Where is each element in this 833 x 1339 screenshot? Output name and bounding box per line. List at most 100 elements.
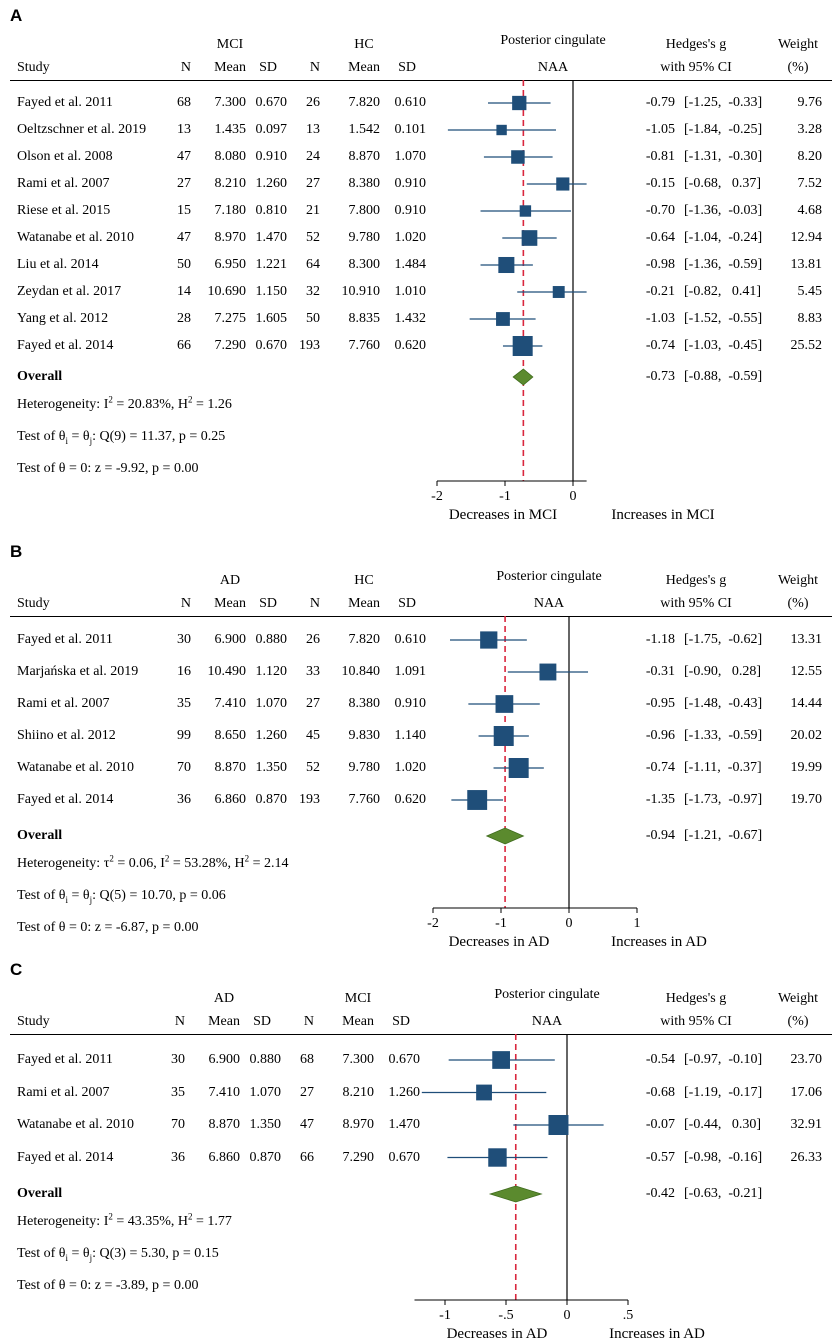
superscript: 2 (244, 853, 250, 864)
mean2-column-header: Mean (348, 60, 380, 75)
study-name: Watanabe et al. 2010 (17, 1117, 135, 1132)
mean2-value: 8.380 (348, 696, 381, 711)
axis-left-label: Decreases in AD (449, 934, 550, 950)
n1-value: 13 (177, 122, 191, 137)
hedges-g-value: -1.35 (645, 792, 675, 807)
axis-right-label: Increases in MCI (611, 507, 714, 523)
sd2-value: 1.091 (394, 664, 427, 679)
study-effect-marker (512, 95, 527, 111)
overall-effect-test: Test of θ = 0: z = -3.89, p = 0.00 (17, 1278, 199, 1293)
hedges-g-value: -0.57 (645, 1149, 675, 1165)
weight-value: 13.81 (790, 257, 823, 272)
metabolite-header: NAA (533, 596, 565, 611)
n2-value: 26 (306, 95, 320, 110)
hedges-g-value: -0.81 (645, 149, 675, 164)
weight-value: 13.31 (790, 632, 823, 647)
overall-confidence-interval: [-0.63, -0.21] (684, 1186, 763, 1201)
n1-value: 15 (177, 203, 191, 218)
test-part: = θ (68, 888, 90, 903)
mean1-column-header: Mean (208, 1014, 240, 1029)
group2-header: MCI (344, 991, 372, 1006)
subscript: i (65, 894, 69, 905)
confidence-interval: [-1.36, -0.03] (684, 203, 763, 218)
sd2-value: 1.140 (394, 728, 427, 743)
n2-column-header: N (309, 596, 320, 611)
sd1-value: 1.070 (249, 1084, 282, 1100)
hedges-g-value: -0.15 (645, 176, 675, 191)
n2-value: 32 (306, 284, 320, 299)
confidence-interval: [-1.84, -0.25] (684, 122, 763, 137)
sd1-value: 0.670 (255, 338, 288, 353)
study-name: Fayed et al. 2011 (17, 632, 113, 647)
overall-g-value: -0.42 (645, 1186, 675, 1201)
overall-effect-test: Test of θ = 0: z = -9.92, p = 0.00 (17, 461, 199, 476)
n1-value: 14 (177, 284, 191, 299)
mean1-value: 7.275 (214, 311, 247, 326)
sd2-value: 0.670 (388, 1149, 421, 1165)
subscript: j (89, 894, 93, 905)
mean2-value: 8.870 (348, 149, 381, 164)
forest-plot-area: -2 -1 0 1 Decreases in AD Increases in AD (427, 616, 707, 950)
hedges-g-value: -0.21 (645, 284, 675, 299)
x-tick-label: 1 (634, 916, 641, 931)
confidence-interval: [-0.90, 0.28] (684, 664, 761, 679)
study-effect-marker (493, 726, 514, 746)
sd2-value: 0.670 (388, 1052, 421, 1067)
sd1-value: 1.470 (255, 230, 288, 245)
hedges-g-value: -1.18 (645, 632, 675, 647)
sd1-value: 0.910 (255, 149, 288, 164)
study-effect-marker (556, 177, 570, 191)
mean1-column-header: Mean (214, 60, 246, 75)
overall-effect-test: Test of θ = 0: z = -6.87, p = 0.00 (17, 920, 199, 935)
hedges-g-value: -0.74 (645, 338, 675, 353)
sd2-value: 0.610 (394, 95, 427, 110)
study-name: Yang et al. 2012 (17, 311, 109, 326)
panel-a: A MCI HC Study N Mean SD N Mean SD Posterior cingu… (0, 0, 833, 525)
mean1-value: 8.080 (214, 149, 247, 164)
sd2-value: 1.432 (394, 311, 427, 326)
confidence-interval: [-1.73, -0.97] (684, 792, 763, 807)
heterogeneity-part: = 20.83%, H (112, 397, 189, 412)
n2-value: 52 (306, 230, 320, 245)
n1-value: 47 (177, 230, 191, 245)
sd1-value: 1.070 (255, 696, 288, 711)
n2-value: 52 (306, 760, 320, 775)
weight-value: 4.68 (797, 203, 823, 218)
study-effect-marker (552, 286, 565, 298)
weight-value: 12.94 (790, 230, 823, 245)
n1-value: 27 (177, 176, 191, 191)
mean1-value: 6.900 (208, 1052, 241, 1067)
weight-value: 26.33 (790, 1149, 823, 1165)
sd1-value: 0.870 (255, 792, 288, 807)
mean1-column-header: Mean (214, 596, 246, 611)
n1-value: 66 (177, 338, 191, 353)
mean1-value: 8.650 (214, 728, 247, 743)
confidence-interval: [-0.97, -0.10] (684, 1052, 763, 1067)
n2-value: 27 (306, 696, 320, 711)
heterogeneity-stat: Heterogeneity: I2 = 20.83%, H2 = 1.26 (17, 394, 232, 413)
study-effect-marker (496, 124, 507, 136)
axis-left-label: Decreases in MCI (449, 507, 557, 523)
header-rule (10, 616, 832, 617)
mean1-value: 8.210 (214, 176, 247, 191)
n1-value: 70 (177, 760, 191, 775)
n2-value: 64 (306, 257, 320, 272)
test-part: = θ (68, 429, 90, 444)
mean2-value: 8.835 (348, 311, 381, 326)
region-header: Posterior cingulate (496, 569, 602, 584)
study-name: Watanabe et al. 2010 (17, 230, 135, 245)
heterogeneity-part: = 1.77 (192, 1214, 232, 1229)
mean1-value: 7.410 (214, 696, 247, 711)
sd2-value: 0.910 (394, 176, 427, 191)
sd2-column-header: SD (392, 1014, 410, 1029)
mean2-value: 7.820 (348, 95, 381, 110)
mean1-value: 6.860 (208, 1149, 241, 1165)
n2-value: 50 (306, 311, 320, 326)
superscript: 2 (108, 394, 113, 405)
mean1-value: 6.900 (214, 632, 247, 647)
weight-header-line1: Weight (777, 37, 819, 52)
region-header: Posterior cingulate (494, 987, 600, 1002)
homogeneity-test: Test of θi = θj: Q(9) = 11.37, p = 0.25 (17, 429, 225, 445)
sd2-value: 0.620 (394, 792, 427, 807)
mean1-value: 6.950 (214, 257, 247, 272)
